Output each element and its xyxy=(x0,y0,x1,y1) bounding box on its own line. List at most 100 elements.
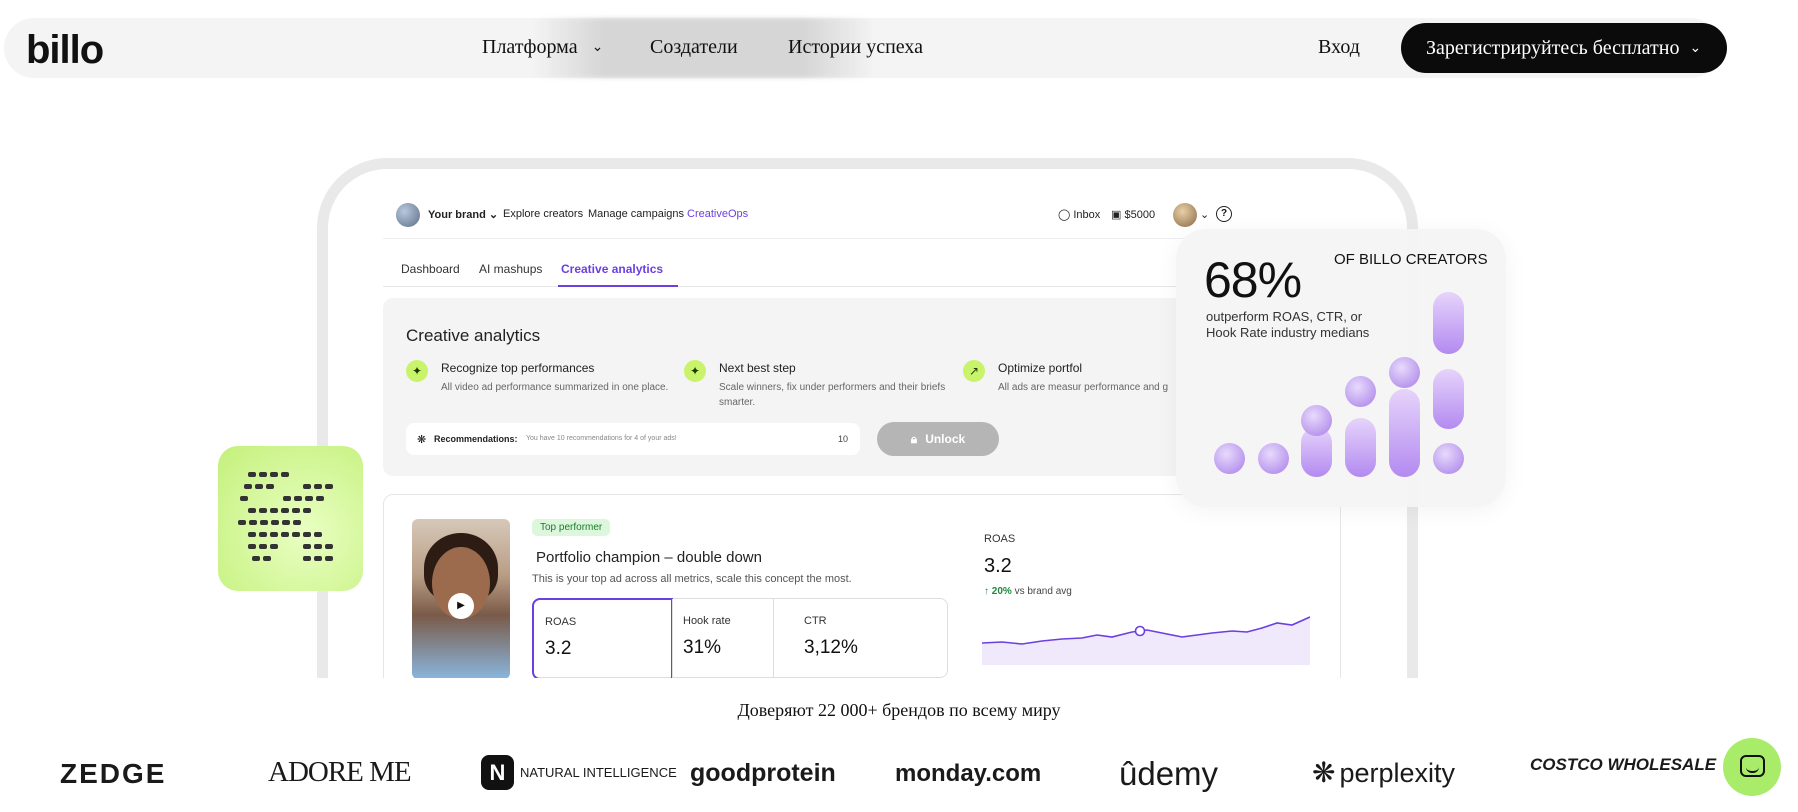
inbox-label: Inbox xyxy=(1073,209,1101,221)
perplexity-icon: ❋ xyxy=(1312,758,1336,789)
metric-value: 3,12% xyxy=(804,637,858,658)
help-icon[interactable]: ? xyxy=(1216,206,1232,222)
bar-graphic xyxy=(1389,357,1420,388)
unlock-label: Unlock xyxy=(925,432,966,446)
metric-hook-rate[interactable]: Hook rate 31% xyxy=(672,599,811,678)
wallet-icon: ▣ xyxy=(1111,209,1122,221)
trust-heading: Доверяют 22 000+ брендов по всему миру xyxy=(737,700,1061,720)
stat-value: 68% xyxy=(1204,252,1302,308)
roas-value: 3.2 xyxy=(984,555,1012,577)
tab-creative-analytics[interactable]: Creative analytics xyxy=(561,262,664,276)
roas-label: ROAS xyxy=(984,533,1016,545)
bar-graphic xyxy=(1345,376,1376,407)
tab-ai-mashups[interactable]: AI mashups xyxy=(479,262,543,276)
chart-icon: ✦ xyxy=(406,360,428,382)
inbox-button[interactable]: ◯ Inbox xyxy=(1058,208,1100,221)
panel-title: Creative analytics xyxy=(406,326,541,345)
balance-label: $5000 xyxy=(1124,209,1156,221)
trend-up-icon: ↗ xyxy=(963,360,985,382)
nav-manage-campaigns[interactable]: Manage campaigns xyxy=(588,208,685,220)
top-performer-card: ▶ Top performer Portfolio champion – dou… xyxy=(383,494,1341,678)
brand-logo-costco: COSTCO WHOLESALE xyxy=(1530,755,1717,774)
brand-logo-natural-intelligence: N NATURAL INTELLIGENCE xyxy=(481,755,677,790)
stat-heading: OF BILLO CREATORS xyxy=(1334,251,1488,268)
nav-highlight xyxy=(534,18,874,78)
brand-mark-icon xyxy=(238,472,333,561)
chevron-down-icon: ⌄ xyxy=(591,40,604,55)
recommendations-bar[interactable]: ❋ Recommendations: You have 10 recommend… xyxy=(406,423,860,455)
feature-title: Optimize portfol xyxy=(998,361,1083,375)
feature-desc: All video ad performance summarized in o… xyxy=(441,382,669,393)
metric-roas[interactable]: ROAS 3.2 xyxy=(532,598,673,678)
signup-button[interactable]: Зарегистрируйтесь бесплатно ⌄ xyxy=(1401,23,1728,73)
billo-logo[interactable]: billo xyxy=(26,28,104,72)
ni-logo-text: NATURAL INTELLIGENCE xyxy=(520,765,677,780)
feature-desc: All ads are measur performance and g xyxy=(998,382,1169,393)
feature-desc: Scale winners, fix under performers and … xyxy=(719,382,946,408)
perplexity-text: perplexity xyxy=(1339,757,1456,788)
nav-explore-creators[interactable]: Explore creators xyxy=(503,208,584,220)
chevron-down-icon: ⌄ xyxy=(1689,40,1702,56)
lock-icon: 🔒︎ xyxy=(910,431,918,446)
roas-delta-text: vs brand avg xyxy=(1014,586,1072,597)
metrics-group: ROAS 3.2 Hook rate 31% CTR 3,12% xyxy=(532,598,948,678)
chat-icon xyxy=(1740,755,1765,777)
brand-selector[interactable]: Your brand ⌄ xyxy=(428,208,498,221)
metric-label: Hook rate xyxy=(683,615,731,627)
ni-logo-icon: N xyxy=(481,755,514,790)
bar-graphic xyxy=(1214,443,1245,474)
brand-label: Your brand xyxy=(428,209,486,221)
metric-value: 31% xyxy=(683,637,722,658)
app-preview: Your brand ⌄ Explore creators Manage cam… xyxy=(383,169,1383,678)
bar-graphic xyxy=(1433,292,1464,354)
status-badge: Top performer xyxy=(532,519,611,536)
bar-graphic xyxy=(1389,389,1420,477)
card-subtitle: This is your top ad across all metrics, … xyxy=(532,573,852,585)
play-icon[interactable]: ▶ xyxy=(448,593,474,619)
sparkle-icon: ❋ xyxy=(417,434,427,446)
nav-platform[interactable]: Платформа ⌄ xyxy=(482,36,603,59)
brand-logo-monday: monday.com xyxy=(895,760,1042,787)
recommendations-text: You have 10 recommendations for 4 of you… xyxy=(526,435,677,442)
roas-delta: ↑ 20% vs brand avg xyxy=(984,586,1072,597)
login-link[interactable]: Вход xyxy=(1318,36,1360,58)
metric-label: ROAS xyxy=(545,616,577,628)
unlock-button[interactable]: 🔒︎ Unlock xyxy=(877,422,999,456)
chat-smile xyxy=(1746,767,1759,773)
nav-success-stories[interactable]: Истории успеха xyxy=(788,36,924,58)
metric-ctr[interactable]: CTR 3,12% xyxy=(793,599,932,678)
chevron-down-icon: ⌄ xyxy=(488,209,499,221)
card-title: Portfolio champion – double down xyxy=(536,549,762,566)
tab-dashboard[interactable]: Dashboard xyxy=(401,262,460,276)
feature-title: Recognize top performances xyxy=(441,361,595,375)
bar-graphic xyxy=(1301,405,1332,436)
signup-label: Зарегистрируйтесь бесплатно xyxy=(1426,36,1680,59)
chart-icon: ✦ xyxy=(684,360,706,382)
bar-graphic xyxy=(1433,369,1464,429)
recommendations-label: Recommendations: xyxy=(434,434,518,444)
metric-value: 3.2 xyxy=(545,638,572,659)
nav-creativeops[interactable]: CreativeOps xyxy=(687,208,749,220)
roas-delta-value: 20% xyxy=(991,586,1012,597)
app-tabs: Dashboard AI mashups Creative analytics xyxy=(383,239,1383,287)
bar-graphic xyxy=(1433,443,1464,474)
app-nav: Your brand ⌄ Explore creators Manage cam… xyxy=(383,169,1383,239)
active-tab-indicator xyxy=(558,285,678,287)
chat-icon: ◯ xyxy=(1058,209,1071,221)
video-thumbnail[interactable]: ▶ xyxy=(412,519,510,678)
ai-badge xyxy=(218,446,363,591)
stat-description: outperform ROAS, CTR, or Hook Rate indus… xyxy=(1206,309,1370,340)
wallet-balance[interactable]: ▣ $5000 xyxy=(1111,208,1155,221)
metric-label: CTR xyxy=(804,615,827,627)
feature-title: Next best step xyxy=(719,361,796,375)
divider xyxy=(672,599,673,678)
brand-avatar xyxy=(396,203,420,227)
brand-logo-goodprotein: goodprotein xyxy=(690,759,836,787)
chevron-down-icon[interactable]: ⌄ xyxy=(1200,209,1210,221)
user-avatar[interactable] xyxy=(1173,203,1197,227)
creators-stat-card: 68% OF BILLO CREATORS outperform ROAS, C… xyxy=(1176,229,1506,507)
chat-widget-button[interactable] xyxy=(1723,738,1781,796)
brand-logo-perplexity: ❋ perplexity xyxy=(1312,756,1455,790)
bar-graphic xyxy=(1258,443,1289,474)
nav-creators[interactable]: Создатели xyxy=(650,36,738,58)
